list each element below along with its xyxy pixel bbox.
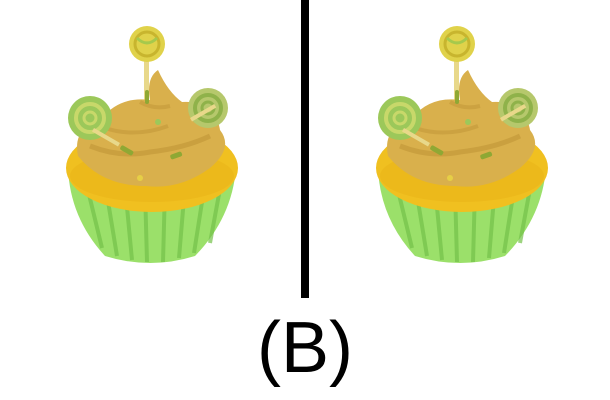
- figure-caption: (B): [257, 308, 353, 388]
- cupcake-illustration: [376, 26, 548, 263]
- panel-divider: [301, 0, 309, 298]
- cupcake-illustration: [66, 26, 238, 263]
- cupcake-image-right: [360, 18, 560, 278]
- cupcake-image-left: [50, 18, 250, 278]
